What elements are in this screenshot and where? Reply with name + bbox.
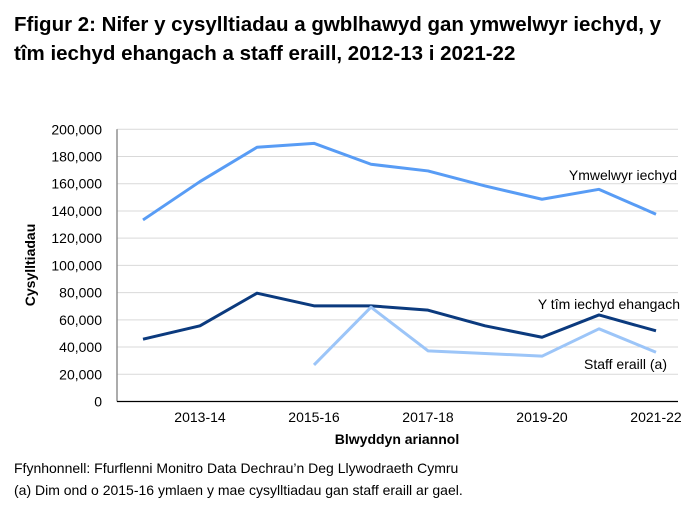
y-tick-label: 200,000 [51, 121, 102, 137]
y-tick-label: 160,000 [51, 176, 102, 192]
series-line-1 [142, 141, 657, 222]
y-tick-label: 100,000 [51, 257, 102, 273]
series-label: Ymwelwyr iechyd [569, 167, 677, 183]
series-label: Y tîm iechyd ehangach [538, 296, 680, 312]
y-tick-label: 80,000 [59, 285, 102, 301]
x-tick-label: 2013-14 [174, 409, 226, 425]
y-tick-label: 20,000 [59, 366, 102, 382]
source-note: Ffynhonnell: Ffurflenni Monitro Data Dec… [14, 460, 459, 476]
footnote: (a) Dim ond o 2015-16 ymlaen y mae cysyl… [14, 482, 463, 498]
y-tick-label: 40,000 [59, 339, 102, 355]
y-tick-label: 120,000 [51, 230, 102, 246]
chart-title: Ffigur 2: Nifer y cysylltiadau a gwblhaw… [14, 13, 662, 65]
y-tick-label: 0 [94, 394, 102, 410]
x-tick-label: 2021-22 [630, 409, 682, 425]
x-tick-label: 2017-18 [402, 409, 454, 425]
series-line-3 [312, 305, 657, 366]
series-label: Staff eraill (a) [584, 356, 667, 372]
x-tick-label: 2015-16 [288, 409, 340, 425]
y-axis-title: Cysylltiadau [22, 224, 38, 306]
y-tick-label: 140,000 [51, 203, 102, 219]
y-tick-label: 180,000 [51, 149, 102, 165]
y-tick-label: 60,000 [59, 312, 102, 328]
x-axis-title: Blwyddyn ariannol [335, 431, 459, 447]
series-line-2 [142, 291, 657, 341]
x-tick-label: 2019-20 [516, 409, 568, 425]
